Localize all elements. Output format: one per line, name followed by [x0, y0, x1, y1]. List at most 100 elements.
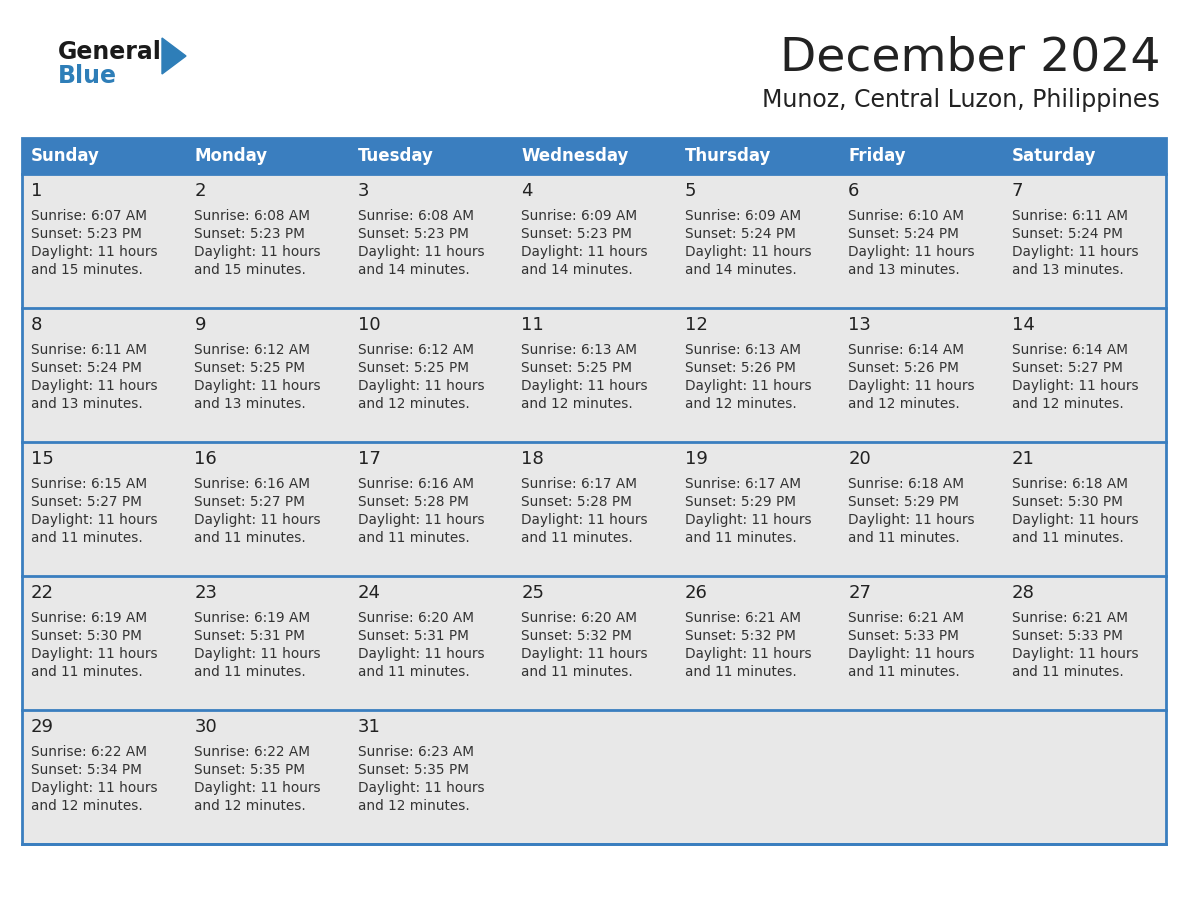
Bar: [676, 710, 839, 844]
Text: Sunset: 5:33 PM: Sunset: 5:33 PM: [848, 629, 959, 643]
Text: and 11 minutes.: and 11 minutes.: [31, 665, 143, 679]
Text: Sunset: 5:33 PM: Sunset: 5:33 PM: [1011, 629, 1123, 643]
Text: Sunday: Sunday: [31, 147, 100, 165]
Text: Sunset: 5:29 PM: Sunset: 5:29 PM: [848, 495, 959, 509]
Text: Sunrise: 6:07 AM: Sunrise: 6:07 AM: [31, 209, 147, 223]
Bar: [185, 174, 349, 308]
Bar: [512, 174, 676, 308]
Text: Sunset: 5:34 PM: Sunset: 5:34 PM: [31, 763, 141, 777]
Bar: [1003, 138, 1165, 174]
Text: Daylight: 11 hours: Daylight: 11 hours: [522, 379, 647, 393]
Text: and 11 minutes.: and 11 minutes.: [522, 531, 633, 545]
Text: Daylight: 11 hours: Daylight: 11 hours: [358, 245, 485, 259]
Bar: [839, 710, 1003, 844]
Text: Daylight: 11 hours: Daylight: 11 hours: [684, 379, 811, 393]
Text: Tuesday: Tuesday: [358, 147, 434, 165]
Text: and 11 minutes.: and 11 minutes.: [1011, 531, 1124, 545]
Text: Sunrise: 6:22 AM: Sunrise: 6:22 AM: [195, 745, 310, 759]
Text: 16: 16: [195, 450, 217, 468]
Text: Daylight: 11 hours: Daylight: 11 hours: [522, 513, 647, 527]
Text: Daylight: 11 hours: Daylight: 11 hours: [195, 379, 321, 393]
Text: Sunrise: 6:13 AM: Sunrise: 6:13 AM: [522, 343, 637, 357]
Text: Sunrise: 6:15 AM: Sunrise: 6:15 AM: [31, 477, 147, 491]
Bar: [23, 576, 185, 710]
Text: Sunset: 5:32 PM: Sunset: 5:32 PM: [522, 629, 632, 643]
Text: and 14 minutes.: and 14 minutes.: [358, 263, 469, 277]
Bar: [185, 308, 349, 442]
Text: and 12 minutes.: and 12 minutes.: [358, 799, 469, 813]
Text: Sunrise: 6:23 AM: Sunrise: 6:23 AM: [358, 745, 474, 759]
Bar: [349, 710, 512, 844]
Text: Sunrise: 6:22 AM: Sunrise: 6:22 AM: [31, 745, 147, 759]
Bar: [23, 174, 185, 308]
Text: and 13 minutes.: and 13 minutes.: [195, 397, 307, 411]
Text: Sunset: 5:30 PM: Sunset: 5:30 PM: [31, 629, 141, 643]
Text: Sunrise: 6:18 AM: Sunrise: 6:18 AM: [848, 477, 965, 491]
Text: Sunrise: 6:12 AM: Sunrise: 6:12 AM: [195, 343, 310, 357]
Text: and 15 minutes.: and 15 minutes.: [195, 263, 307, 277]
Text: Sunrise: 6:21 AM: Sunrise: 6:21 AM: [848, 611, 965, 625]
Bar: [349, 308, 512, 442]
Text: Sunset: 5:24 PM: Sunset: 5:24 PM: [1011, 227, 1123, 241]
Bar: [23, 138, 185, 174]
Text: Sunrise: 6:09 AM: Sunrise: 6:09 AM: [522, 209, 638, 223]
Text: Sunset: 5:25 PM: Sunset: 5:25 PM: [522, 361, 632, 375]
Text: 10: 10: [358, 316, 380, 334]
Text: Sunset: 5:35 PM: Sunset: 5:35 PM: [195, 763, 305, 777]
Text: Sunset: 5:26 PM: Sunset: 5:26 PM: [684, 361, 796, 375]
Text: 14: 14: [1011, 316, 1035, 334]
Text: Sunrise: 6:13 AM: Sunrise: 6:13 AM: [684, 343, 801, 357]
Text: Daylight: 11 hours: Daylight: 11 hours: [848, 245, 975, 259]
Text: Sunset: 5:23 PM: Sunset: 5:23 PM: [358, 227, 469, 241]
Text: Sunrise: 6:17 AM: Sunrise: 6:17 AM: [684, 477, 801, 491]
Text: and 11 minutes.: and 11 minutes.: [358, 531, 469, 545]
Text: and 11 minutes.: and 11 minutes.: [522, 665, 633, 679]
Text: and 14 minutes.: and 14 minutes.: [522, 263, 633, 277]
Polygon shape: [162, 38, 187, 74]
Text: and 13 minutes.: and 13 minutes.: [848, 263, 960, 277]
Text: Sunrise: 6:08 AM: Sunrise: 6:08 AM: [358, 209, 474, 223]
Text: Daylight: 11 hours: Daylight: 11 hours: [358, 513, 485, 527]
Text: 5: 5: [684, 182, 696, 200]
Text: Sunrise: 6:19 AM: Sunrise: 6:19 AM: [195, 611, 310, 625]
Text: Daylight: 11 hours: Daylight: 11 hours: [358, 647, 485, 661]
Text: 21: 21: [1011, 450, 1035, 468]
Bar: [23, 308, 185, 442]
Text: Daylight: 11 hours: Daylight: 11 hours: [31, 781, 158, 795]
Text: Daylight: 11 hours: Daylight: 11 hours: [31, 513, 158, 527]
Text: and 11 minutes.: and 11 minutes.: [848, 665, 960, 679]
Bar: [1003, 174, 1165, 308]
Text: Sunset: 5:26 PM: Sunset: 5:26 PM: [848, 361, 959, 375]
Text: 13: 13: [848, 316, 871, 334]
Bar: [839, 308, 1003, 442]
Text: Daylight: 11 hours: Daylight: 11 hours: [848, 379, 975, 393]
Text: 1: 1: [31, 182, 43, 200]
Text: 17: 17: [358, 450, 380, 468]
Bar: [512, 710, 676, 844]
Text: Daylight: 11 hours: Daylight: 11 hours: [522, 245, 647, 259]
Bar: [23, 138, 1165, 844]
Bar: [839, 442, 1003, 576]
Text: and 11 minutes.: and 11 minutes.: [195, 665, 307, 679]
Bar: [839, 174, 1003, 308]
Text: and 15 minutes.: and 15 minutes.: [31, 263, 143, 277]
Text: Sunset: 5:28 PM: Sunset: 5:28 PM: [522, 495, 632, 509]
Text: 26: 26: [684, 584, 708, 602]
Text: 18: 18: [522, 450, 544, 468]
Bar: [512, 138, 676, 174]
Text: Daylight: 11 hours: Daylight: 11 hours: [1011, 513, 1138, 527]
Text: Daylight: 11 hours: Daylight: 11 hours: [195, 245, 321, 259]
Bar: [1003, 442, 1165, 576]
Text: Sunrise: 6:08 AM: Sunrise: 6:08 AM: [195, 209, 310, 223]
Text: Sunset: 5:31 PM: Sunset: 5:31 PM: [358, 629, 469, 643]
Text: Daylight: 11 hours: Daylight: 11 hours: [1011, 245, 1138, 259]
Text: and 12 minutes.: and 12 minutes.: [31, 799, 143, 813]
Text: Sunrise: 6:11 AM: Sunrise: 6:11 AM: [31, 343, 147, 357]
Bar: [676, 138, 839, 174]
Text: Sunrise: 6:21 AM: Sunrise: 6:21 AM: [684, 611, 801, 625]
Text: Sunset: 5:25 PM: Sunset: 5:25 PM: [195, 361, 305, 375]
Bar: [1003, 308, 1165, 442]
Text: Monday: Monday: [195, 147, 267, 165]
Text: Sunrise: 6:16 AM: Sunrise: 6:16 AM: [358, 477, 474, 491]
Text: Daylight: 11 hours: Daylight: 11 hours: [1011, 647, 1138, 661]
